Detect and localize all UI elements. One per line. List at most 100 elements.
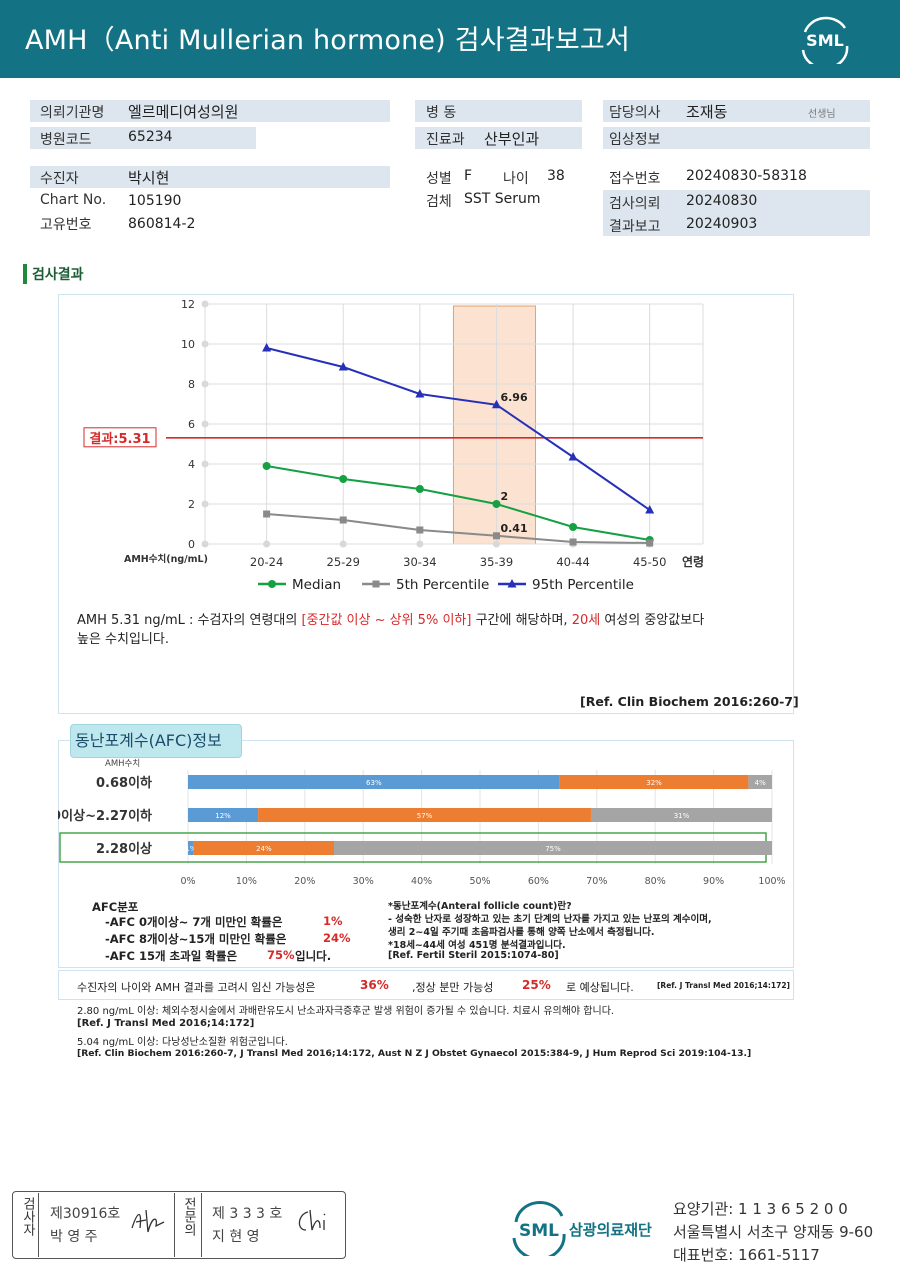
y-tick-label: 6: [188, 418, 195, 431]
afc-axis-label: 70%: [586, 876, 607, 887]
y-tick-label: 10: [181, 338, 195, 351]
foundation-logo-icon: SML: [512, 1200, 566, 1256]
specialist-name: 지 현 영: [212, 1229, 260, 1245]
x-axis-label: 연령: [682, 554, 704, 569]
y-axis-label: AMH수치(ng/mL): [124, 553, 208, 565]
probability-text-1: 수진자의 나이와 AMH 결과를 고려시 임신 가능성은: [77, 981, 316, 994]
probability-value-2: 25%: [522, 978, 551, 992]
hospital-code-label: 병원코드: [40, 132, 92, 148]
data-label: 0.41: [500, 522, 527, 535]
afc-row-label: 0.68이하: [96, 775, 152, 791]
result-label: 결과:5.31: [89, 431, 150, 447]
data-point: [415, 485, 424, 493]
afc-segment-label: 57%: [417, 812, 433, 820]
afc-dist-2: -AFC 8개이상~15개 미만인 확률은 24%: [105, 931, 351, 946]
interpretation-ref: [Ref. Clin Biochem 2016:260-7]: [580, 694, 799, 709]
x-tick-label: 30-34: [403, 555, 436, 569]
institution-code: 요양기관: 1 1 3 6 5 2 0 0: [673, 1200, 848, 1218]
note-line-1: 2.80 ng/mL 이상: 체외수정시술에서 과배란유도시 난소과자극증후군 …: [77, 1006, 615, 1017]
examiner-label: 검사자: [20, 1197, 35, 1236]
hospital-code-bar: [30, 127, 256, 149]
afc-bar-segment: [258, 808, 591, 822]
data-point: [416, 526, 424, 534]
report-header: AMH（Anti Mullerian hormone) 검사결과보고서 SML: [0, 0, 900, 78]
probability-value-1: 36%: [360, 978, 389, 992]
patient-label: 수진자: [40, 171, 79, 187]
receipt-value: 20240830-58318: [686, 168, 807, 184]
data-point: [646, 539, 654, 547]
date-bar: [603, 190, 870, 236]
probability-text-3: 로 예상됩니다.: [566, 981, 634, 994]
afc-segment-label: 1%: [185, 845, 196, 853]
y-tick-label: 0: [188, 538, 195, 551]
y-tick-label: 8: [188, 378, 195, 391]
specimen-value: SST Serum: [464, 191, 541, 207]
afc-segment-label: 12%: [215, 812, 231, 820]
afc-bar-segment: [188, 808, 259, 822]
afc-def-4: *18세~44세 여성 451명 분석결과입니다.: [388, 940, 566, 951]
afc-bar-segment: [748, 775, 772, 789]
svg-text:SML: SML: [806, 31, 844, 50]
note-line-3: 5.04 ng/mL 이상: 다낭성난소질환 위험군입니다.: [77, 1037, 288, 1048]
legend-marker: [268, 580, 276, 588]
x-tick-label: 40-44: [556, 555, 589, 569]
examiner-signature-icon: [131, 1209, 165, 1233]
x-tick-dot: [263, 540, 271, 548]
afc-axis-label: 10%: [236, 876, 257, 887]
data-point: [338, 362, 348, 371]
patient-value: 박시현: [128, 169, 170, 187]
afc-axis-label: 90%: [703, 876, 724, 887]
specialist-label-cell: [174, 1193, 202, 1257]
note-line-4: [Ref. Clin Biochem 2016:260-7, J Transl …: [77, 1048, 752, 1059]
afc-segment-label: 63%: [366, 779, 382, 787]
afc-bar-segment: [188, 775, 560, 789]
receipt-label: 접수번호: [609, 171, 661, 187]
afc-axis-label: 40%: [411, 876, 432, 887]
legend-marker: [507, 579, 517, 588]
chart-label: Chart No.: [40, 192, 107, 208]
series-line: [266, 347, 651, 511]
institution-value: 엘르메디여성의원: [128, 103, 239, 121]
specialist-number: 제 3 3 3 호: [212, 1206, 283, 1222]
afc-segment-label: 75%: [545, 845, 561, 853]
afc-axis-label: 20%: [294, 876, 315, 887]
legend-label: 5th Percentile: [396, 577, 489, 593]
chart-value: 105190: [128, 193, 182, 209]
foundation-address: 서울특별시 서초구 양재동 9-60: [673, 1223, 874, 1241]
foundation-phone: 대표번호: 1661-5117: [673, 1246, 820, 1264]
afc-dist-3: -AFC 15개 초과일 확률은 75% 입니다.: [105, 948, 332, 963]
y-tick-label: 2: [188, 498, 195, 511]
data-point: [569, 523, 578, 531]
afc-bar-segment: [590, 808, 772, 822]
afc-axis-label: 80%: [645, 876, 666, 887]
afc-row-label: 0.69이상~2.27이하: [58, 808, 152, 824]
legend-marker: [372, 580, 380, 588]
data-label: 6.96: [500, 391, 527, 404]
hospital-code-value: 65234: [128, 129, 173, 145]
request-value: 20240830: [686, 193, 758, 209]
data-point: [339, 516, 347, 524]
data-point: [491, 399, 501, 409]
specimen-label: 검체: [426, 194, 452, 210]
sex-value: F: [464, 168, 473, 184]
data-point: [568, 452, 578, 461]
x-tick-label: 35-39: [480, 555, 513, 569]
section-title: 검사결과: [23, 264, 84, 284]
report-title: AMH（Anti Mullerian hormone) 검사결과보고서: [25, 25, 630, 56]
afc-segment-label: 24%: [256, 845, 272, 853]
y-tick-label: 4: [188, 458, 195, 471]
id-value: 860814-2: [128, 216, 196, 232]
specialist-label: 전문의: [181, 1197, 196, 1236]
doctor-value: 조재동: [686, 103, 728, 121]
report-label: 결과보고: [609, 219, 661, 235]
amh-line-chart: 0 2 4 6 8 10 12 20-24 25-29 30-34 35-39 40-44 45-50 연…: [83, 298, 704, 593]
doctor-label: 담당의사: [609, 105, 661, 121]
x-tick-label: 45-50: [633, 555, 666, 569]
afc-bar-segment: [334, 841, 772, 855]
afc-def-5: [Ref. Fertil Steril 2015:1074-80]: [388, 950, 559, 961]
svg-text:SML: SML: [519, 1221, 559, 1241]
afc-axis-label: 0%: [180, 876, 195, 887]
data-point: [415, 389, 425, 398]
clinical-label: 임상정보: [609, 132, 661, 148]
data-point: [569, 538, 577, 546]
